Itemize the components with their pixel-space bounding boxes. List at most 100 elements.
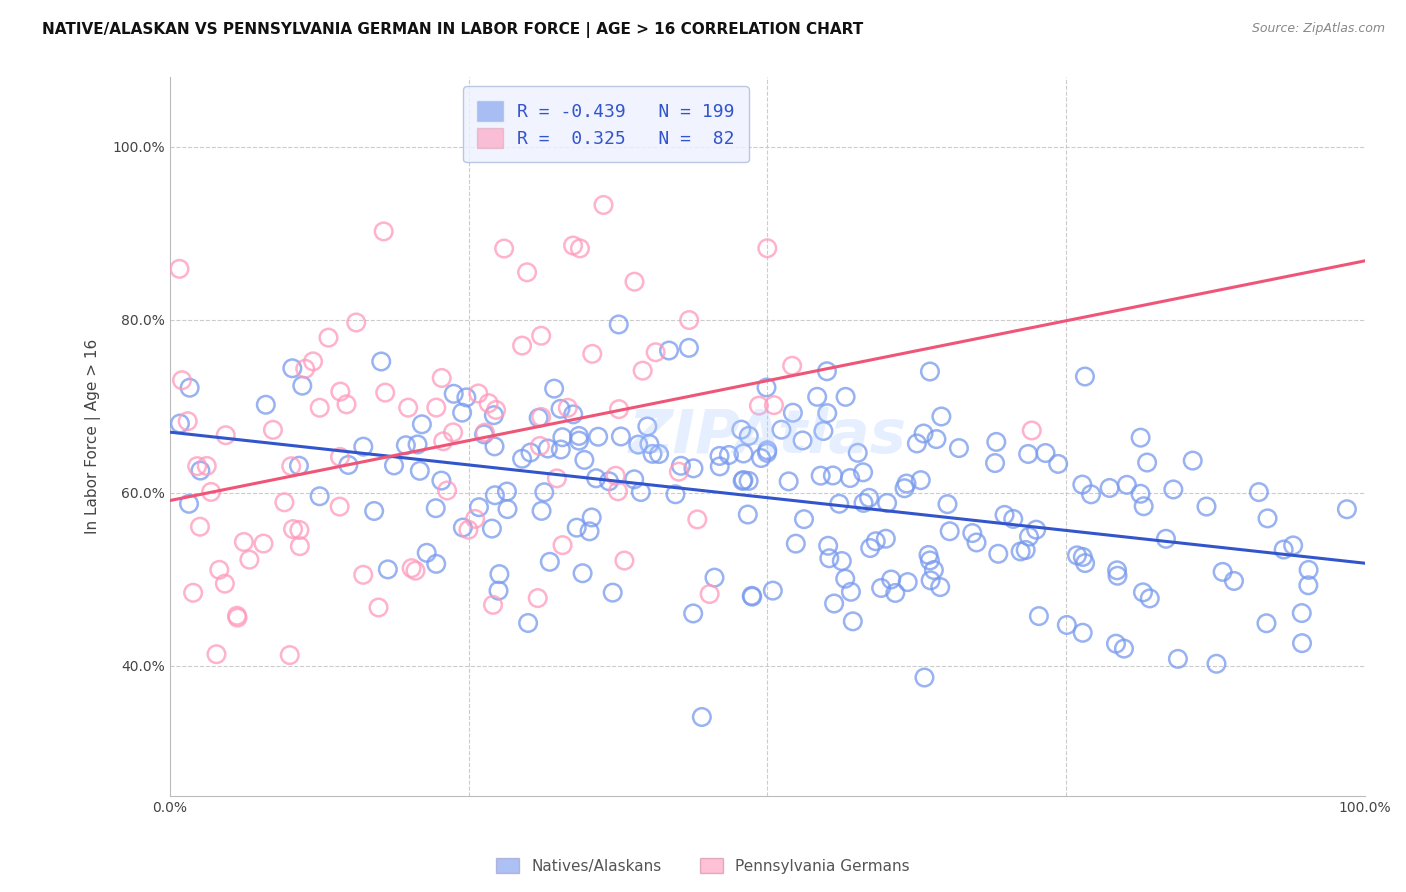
Point <box>682 607 704 621</box>
Point <box>377 562 399 576</box>
Point <box>806 390 828 404</box>
Point <box>936 497 959 511</box>
Point <box>1017 447 1039 461</box>
Point <box>550 401 572 416</box>
Point <box>177 497 200 511</box>
Point <box>987 547 1010 561</box>
Point <box>1071 477 1094 491</box>
Point <box>382 458 405 473</box>
Point <box>641 447 664 461</box>
Point <box>1107 563 1129 577</box>
Point <box>852 496 875 510</box>
Point <box>678 313 700 327</box>
Point <box>780 359 803 373</box>
Point <box>484 488 506 502</box>
Point <box>484 439 506 453</box>
Point <box>1272 542 1295 557</box>
Point <box>896 476 918 491</box>
Point <box>568 434 591 448</box>
Point <box>232 535 254 549</box>
Point <box>810 468 832 483</box>
Point <box>571 566 593 581</box>
Point <box>188 519 211 533</box>
Point <box>526 591 548 606</box>
Point <box>562 408 585 422</box>
Point <box>870 581 893 595</box>
Point <box>748 399 770 413</box>
Point <box>917 548 939 562</box>
Point <box>668 465 690 479</box>
Point <box>1115 478 1137 492</box>
Point <box>815 406 838 420</box>
Point <box>186 459 208 474</box>
Point <box>1282 538 1305 552</box>
Point <box>664 487 686 501</box>
Point <box>1025 523 1047 537</box>
Point <box>607 318 630 332</box>
Point <box>1212 565 1234 579</box>
Point <box>630 485 652 500</box>
Point <box>302 354 325 368</box>
Point <box>281 361 304 376</box>
Point <box>581 510 603 524</box>
Point <box>481 522 503 536</box>
Point <box>1129 487 1152 501</box>
Point <box>395 438 418 452</box>
Point <box>288 523 311 537</box>
Point <box>565 521 588 535</box>
Point <box>818 551 841 566</box>
Point <box>1035 446 1057 460</box>
Point <box>738 429 761 443</box>
Point <box>215 428 238 442</box>
Point <box>737 474 759 488</box>
Point <box>586 430 609 444</box>
Point <box>1298 563 1320 577</box>
Point <box>406 437 429 451</box>
Point <box>852 466 875 480</box>
Point <box>335 397 357 411</box>
Point <box>756 241 779 255</box>
Point <box>205 647 228 661</box>
Point <box>474 425 496 440</box>
Point <box>318 331 340 345</box>
Point <box>252 536 274 550</box>
Point <box>352 440 374 454</box>
Point <box>730 423 752 437</box>
Point <box>893 481 915 495</box>
Point <box>329 384 352 399</box>
Point <box>494 242 516 256</box>
Point <box>984 456 1007 470</box>
Point <box>472 427 495 442</box>
Point <box>169 417 191 431</box>
Point <box>922 563 945 577</box>
Point <box>741 589 763 603</box>
Point <box>1047 457 1070 471</box>
Point <box>912 426 935 441</box>
Point <box>488 583 510 598</box>
Point <box>875 532 897 546</box>
Point <box>817 539 839 553</box>
Point <box>411 417 433 432</box>
Point <box>1056 618 1078 632</box>
Point <box>741 590 763 604</box>
Point <box>678 341 700 355</box>
Point <box>1336 502 1358 516</box>
Point <box>557 401 579 415</box>
Point <box>195 458 218 473</box>
Point <box>986 434 1008 449</box>
Point <box>451 520 474 534</box>
Point <box>631 364 654 378</box>
Point <box>1205 657 1227 671</box>
Point <box>778 475 800 489</box>
Point <box>592 198 614 212</box>
Point <box>1291 636 1313 650</box>
Text: NATIVE/ALASKAN VS PENNSYLVANIA GERMAN IN LABOR FORCE | AGE > 16 CORRELATION CHAR: NATIVE/ALASKAN VS PENNSYLVANIA GERMAN IN… <box>42 22 863 38</box>
Point <box>703 571 725 585</box>
Point <box>699 587 721 601</box>
Point <box>294 361 316 376</box>
Point <box>226 608 249 623</box>
Point <box>1247 485 1270 500</box>
Point <box>686 512 709 526</box>
Point <box>510 451 533 466</box>
Point <box>485 403 508 417</box>
